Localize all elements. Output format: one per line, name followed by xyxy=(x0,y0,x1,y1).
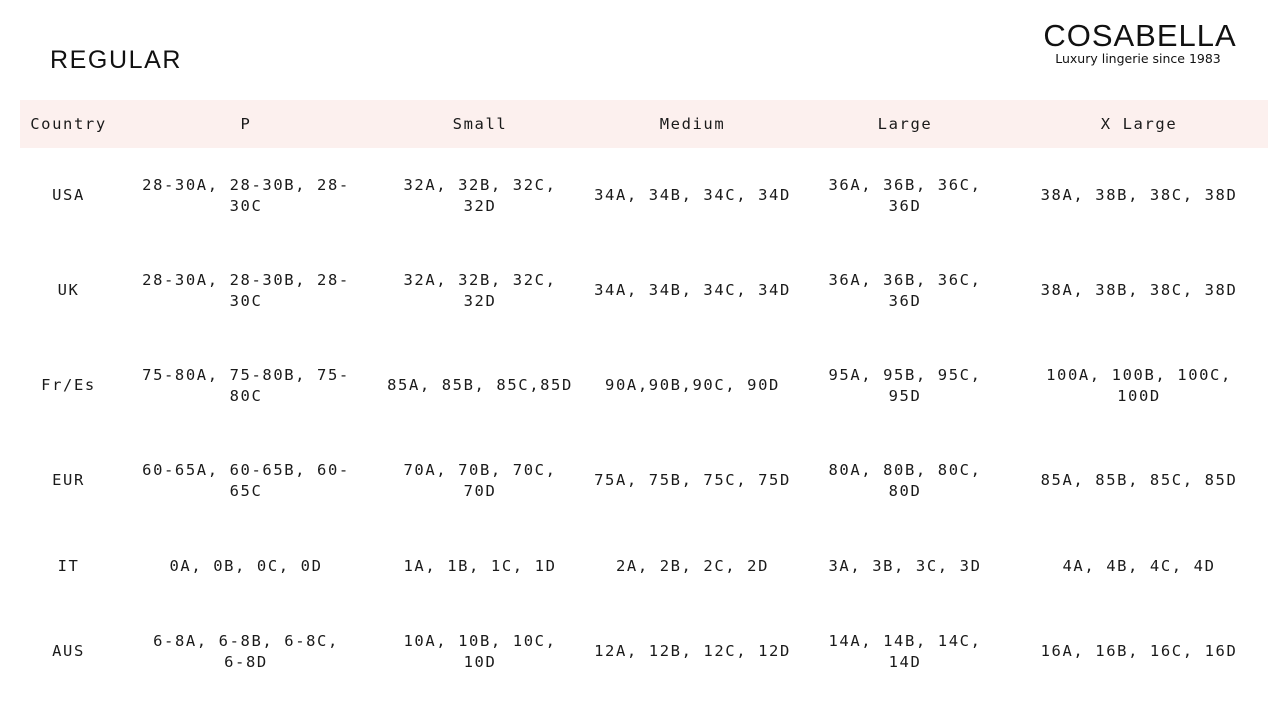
cell-medium: 90A,90B,90C, 90D xyxy=(605,376,780,394)
cell-x-large: 85A, 85B, 85C, 85D xyxy=(1040,471,1238,489)
cell-country: USA xyxy=(52,186,85,204)
logo-wordmark: COSABELLA xyxy=(1043,18,1237,53)
cell-small: 85A, 85B, 85C,85D xyxy=(387,376,573,394)
header-small: Small xyxy=(452,115,508,133)
cell-large: 3A, 3B, 3C, 3D xyxy=(828,556,982,575)
table-row: USA 28-30A, 28-30B, 28-30C 32A, 32B, 32C, … xyxy=(20,148,1268,243)
table-row: UK 28-30A, 28-30B, 28-30C 32A, 32B, 32C, 3… xyxy=(20,243,1268,338)
cell-country: Fr/Es xyxy=(41,376,96,394)
header-large: Large xyxy=(877,115,933,133)
cell-medium: 34A, 34B, 34C, 34D xyxy=(594,186,791,204)
cell-x-large: 38A, 38B, 38C, 38D xyxy=(1040,281,1238,299)
cell-large: 36A, 36B, 36C, 36D xyxy=(828,175,982,215)
cell-x-large: 16A, 16B, 16C, 16D xyxy=(1040,642,1238,660)
cell-small: 70A, 70B, 70C, 70D xyxy=(403,460,557,500)
cell-p: 0A, 0B, 0C, 0D xyxy=(169,556,323,575)
cell-large: 95A, 95B, 95C, 95D xyxy=(828,365,982,405)
cell-p: 75-80A, 75-80B, 75-80C xyxy=(142,365,350,405)
cell-small: 32A, 32B, 32C, 32D xyxy=(403,175,557,215)
cell-p: 60-65A, 60-65B, 60-65C xyxy=(142,460,350,500)
header-x-large: X Large xyxy=(1100,115,1178,133)
header-p: P xyxy=(240,115,252,133)
table-row: IT 0A, 0B, 0C, 0D 1A, 1B, 1C, 1D 2A, 2B, 2C… xyxy=(20,528,1268,604)
cell-large: 36A, 36B, 36C, 36D xyxy=(828,270,982,310)
cell-medium: 75A, 75B, 75C, 75D xyxy=(594,471,791,489)
cell-x-large: 38A, 38B, 38C, 38D xyxy=(1040,186,1238,204)
cell-country: AUS xyxy=(52,642,85,660)
logo-tagline: Luxury lingerie since 1983 xyxy=(1055,51,1221,66)
cell-p: 28-30A, 28-30B, 28-30C xyxy=(142,270,350,310)
cell-p: 6-8A, 6-8B, 6-8C, 6-8D xyxy=(153,631,339,671)
cell-small: 32A, 32B, 32C, 32D xyxy=(403,270,557,310)
cell-large: 14A, 14B, 14C, 14D xyxy=(828,631,982,671)
cell-medium: 34A, 34B, 34C, 34D xyxy=(594,281,791,299)
cell-medium: 2A, 2B, 2C, 2D xyxy=(615,556,770,575)
brand-logo: COSABELLA Luxury lingerie since 1983 xyxy=(1040,20,1240,66)
cell-small: 1A, 1B, 1C, 1D xyxy=(403,556,557,575)
page-title: REGULAR xyxy=(50,46,183,74)
size-chart-table: Country P Small Medium Large X Large USA… xyxy=(20,100,1268,699)
table-row: EUR 60-65A, 60-65B, 60-65C 70A, 70B, 70C, … xyxy=(20,433,1268,528)
cell-country: EUR xyxy=(52,471,85,489)
cell-small: 10A, 10B, 10C, 10D xyxy=(403,631,557,671)
table-row: Fr/Es 75-80A, 75-80B, 75-80C 85A, 85B, 85C… xyxy=(20,338,1268,433)
cell-country: UK xyxy=(57,281,80,299)
cell-p: 28-30A, 28-30B, 28-30C xyxy=(142,175,350,215)
header-country: Country xyxy=(30,115,107,133)
table-header-row: Country P Small Medium Large X Large xyxy=(20,100,1268,148)
cell-large: 80A, 80B, 80C, 80D xyxy=(828,460,982,500)
cell-country: IT xyxy=(57,556,80,575)
table-row: AUS 6-8A, 6-8B, 6-8C, 6-8D 10A, 10B, 10C, … xyxy=(20,604,1268,699)
header-medium: Medium xyxy=(659,115,726,133)
cell-medium: 12A, 12B, 12C, 12D xyxy=(594,642,791,660)
cell-x-large: 4A, 4B, 4C, 4D xyxy=(1062,556,1216,575)
cell-x-large: 100A, 100B, 100C, 100D xyxy=(1046,365,1232,405)
